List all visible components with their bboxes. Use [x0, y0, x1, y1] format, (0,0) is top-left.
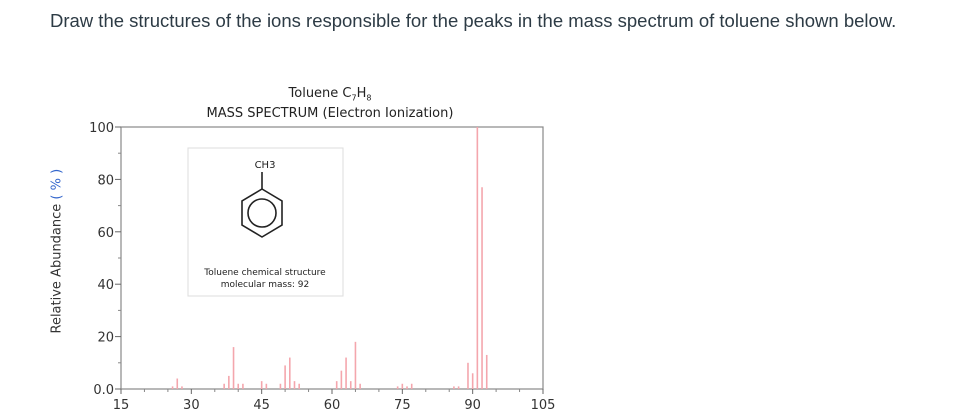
- x-tick-label: 60: [324, 398, 341, 413]
- spectrum-peaks: [171, 127, 488, 389]
- chart-title-text: Toluene C: [288, 86, 352, 101]
- chart-title-h: H: [356, 86, 367, 101]
- y-tick-label: 20: [97, 331, 114, 346]
- inset-box: [187, 147, 344, 297]
- axes: 15 30 45 60 75 90 105 0.0 20 40 60 80 100: [89, 121, 555, 413]
- chart-title: Toluene C7H8: [180, 86, 480, 103]
- question-text: Draw the structures of the ions responsi…: [50, 10, 897, 31]
- x-tick-label: 105: [531, 398, 556, 413]
- x-tick-label: 90: [464, 398, 481, 413]
- ch3-label: CH3: [255, 160, 276, 171]
- aromatic-circle: [247, 198, 277, 228]
- y-tick-label: 60: [97, 226, 114, 241]
- benzene-ring-icon: [241, 188, 283, 238]
- inset-caption-2: molecular mass: 92: [221, 280, 310, 290]
- subscript-8: 8: [366, 93, 372, 103]
- y-tick-label: 100: [89, 121, 114, 136]
- y-tick-label: 40: [97, 278, 114, 293]
- y-tick-label: 80: [97, 173, 114, 188]
- x-tick-label: 45: [253, 398, 270, 413]
- chart-subtitle: MASS SPECTRUM (Electron Ionization): [206, 106, 454, 121]
- structure-inset: CH3 Toluene chemical structure molecular…: [187, 147, 344, 297]
- inset-caption-1: Toluene chemical structure: [203, 268, 326, 278]
- subscript-7: 7: [351, 93, 357, 103]
- x-tick-label: 75: [394, 398, 411, 413]
- x-tick-label: 30: [183, 398, 200, 413]
- x-tick-label: 15: [113, 398, 130, 413]
- y-tick-label: 0.0: [93, 383, 114, 398]
